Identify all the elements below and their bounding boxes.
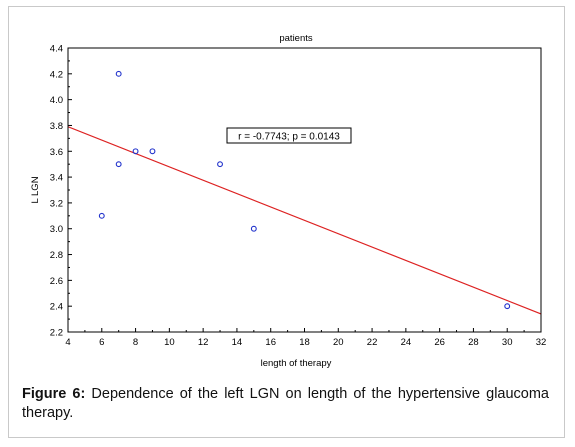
regression-line	[67, 126, 542, 315]
x-tick-label: 32	[536, 337, 547, 348]
figure-frame	[8, 6, 565, 438]
y-tick-label: 4.0	[50, 95, 63, 106]
y-tick-label: 2.4	[50, 302, 63, 313]
x-tick-label: 18	[299, 337, 310, 348]
scatter-chart: 4 6 8 10 12 14 16 18 20 22 24 26 28 30 32 2.2 2.4 2.6 2.8 3…	[30, 33, 547, 369]
x-tick-label: 4	[65, 337, 70, 348]
y-tick-label: 3.2	[50, 198, 63, 209]
x-tick-label: 28	[468, 337, 479, 348]
x-tick-label: 20	[333, 337, 344, 348]
data-point	[217, 161, 223, 168]
y-tick-label: 2.8	[50, 250, 63, 261]
x-tick-label: 30	[502, 337, 513, 348]
plot-area-border	[67, 47, 542, 333]
data-point	[115, 70, 122, 77]
data-point	[98, 212, 105, 219]
stat-annotation: r = -0.7743; p = 0.0143	[226, 127, 352, 144]
figure-caption: Figure 6: Dependence of the left LGN on …	[22, 385, 549, 423]
y-tick-label: 3.4	[50, 173, 63, 184]
caption-lead: Figure 6:	[22, 386, 86, 402]
data-point	[132, 148, 139, 155]
x-tick-label: 14	[232, 337, 243, 348]
y-tick-label: 3.6	[50, 147, 63, 158]
x-tick-label: 12	[198, 337, 209, 348]
x-tick-label: 24	[401, 337, 412, 348]
data-point	[250, 225, 257, 232]
stat-annotation-box	[226, 127, 352, 144]
x-tick-label: 8	[133, 337, 138, 348]
caption-text: Dependence of the left LGN on length of …	[22, 386, 549, 421]
y-tick-label: 3.8	[50, 121, 63, 132]
chart-container: 4 6 8 10 12 14 16 18 20 22 24 26 28 30 32 2.2 2.4 2.6 2.8 3…	[30, 33, 547, 369]
x-tick-label: 6	[99, 337, 104, 348]
y-tick-label: 4.4	[50, 44, 63, 55]
y-tick-label: 3.0	[50, 224, 63, 235]
x-axis-label: length of therapy	[261, 358, 332, 369]
x-tick-label: 26	[434, 337, 445, 348]
x-tick-label: 16	[265, 337, 276, 348]
y-tick-label: 4.2	[50, 69, 63, 80]
x-tick-label: 10	[164, 337, 175, 348]
chart-title: patients	[279, 33, 313, 44]
data-point	[504, 303, 511, 310]
y-tick-label: 2.6	[50, 276, 63, 287]
data-point	[115, 161, 122, 168]
x-tick-label: 22	[367, 337, 378, 348]
y-tick-label: 2.2	[50, 328, 63, 339]
data-point	[149, 148, 156, 155]
stat-annotation-text: r = -0.7743; p = 0.0143	[238, 132, 340, 143]
y-axis-label: L LGN	[30, 176, 41, 203]
